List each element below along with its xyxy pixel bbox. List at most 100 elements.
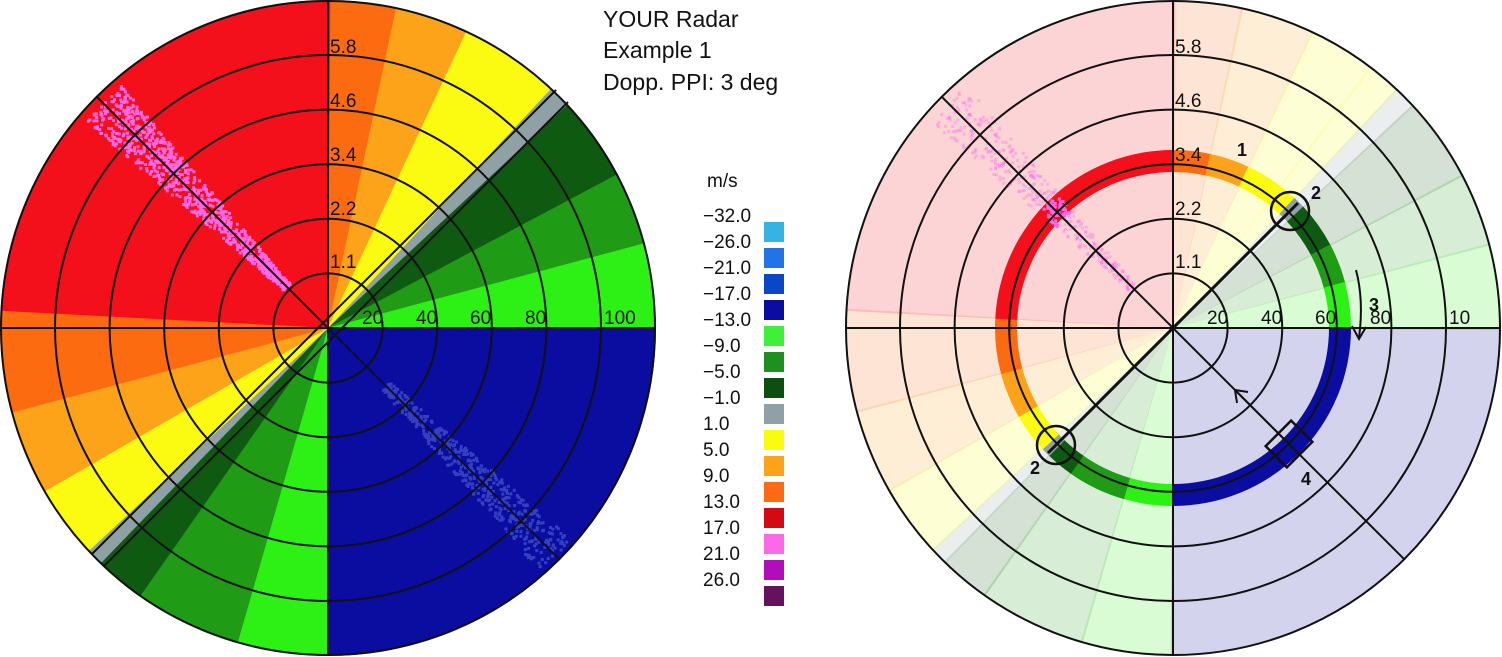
blue-speckle [486,493,490,496]
blue-speckle [392,402,396,406]
pink-speckle [128,148,132,152]
pink-speckle [263,259,267,263]
pink-speckle [132,129,136,133]
blue-speckle [445,442,449,446]
faded-pink-speckle [1001,148,1005,152]
left-range-rings [0,0,656,656]
faded-pink-speckle [987,121,991,125]
pink-speckle [118,147,122,151]
blue-speckle [472,477,476,480]
blue-speckle [488,503,492,507]
faded-pink-speckle [1054,191,1058,195]
annotation-1: 1 [1237,140,1247,160]
faded-pink-speckle [1110,262,1114,266]
pink-speckle [143,130,147,134]
blue-speckle [447,443,451,447]
blue-speckle [450,462,454,466]
faded-pink-speckle [967,113,971,117]
pink-speckle [194,211,198,215]
pink-speckle [140,129,144,133]
pink-speckle [136,116,140,120]
pink-speckle [165,189,169,193]
faded-pink-speckle [1091,235,1095,239]
right-sector-amber [851,328,1173,494]
pink-speckle [257,246,261,249]
pink-speckle [158,176,161,180]
pink-speckle [158,178,162,182]
pink-speckle [272,263,276,267]
blue-speckle [429,419,433,423]
faded-pink-speckle [969,130,973,134]
faded-pink-speckle [998,178,1002,182]
pink-speckle [100,105,104,109]
pink-speckle [183,196,187,200]
pink-speckle [268,273,272,277]
faded-pink-speckle [956,118,960,122]
blue-speckle [483,486,487,490]
pink-speckle [133,146,136,150]
blue-speckle [481,502,485,506]
blue-speckle [536,520,540,524]
faded-pink-speckle [1095,245,1099,249]
blue-speckle [464,474,468,478]
pink-speckle [174,180,178,184]
pink-speckle [151,128,154,132]
blue-speckle [534,508,538,512]
blue-speckle [517,500,521,504]
pink-speckle [127,146,131,150]
pink-speckle [136,145,140,149]
blue-speckle [537,561,541,565]
faded-pink-speckle [984,137,988,141]
pink-speckle [139,149,143,153]
pink-speckle [261,270,265,274]
pink-speckle [177,182,181,186]
pink-speckle [266,263,270,267]
pink-speckle [128,135,132,139]
pink-speckle [142,145,146,149]
pink-speckle [144,135,148,139]
ring-pink-speckle [1054,219,1058,223]
pink-speckle [223,210,227,214]
faded-pink-speckle [1007,169,1011,173]
pink-speckle [144,125,148,129]
pink-speckle [220,223,224,227]
circle-marker-lower [1035,424,1077,466]
pink-speckle [137,161,141,165]
pink-speckle [222,215,226,219]
faded-pink-speckle [967,99,971,103]
pink-speckle [164,158,168,162]
pink-speckle [111,100,115,104]
pink-speckle [167,153,171,157]
faded-pink-speckle [1103,251,1107,255]
blue-speckle [500,481,504,485]
faded-pink-speckle [1089,235,1092,239]
faded-pink-speckle [994,134,997,138]
faded-pink-speckle [1125,277,1129,281]
pink-speckle [153,145,157,149]
blue-speckle [404,413,408,416]
faded-pink-speckle [1047,189,1051,193]
faded-pink-speckle [953,111,957,115]
pink-speckle [215,221,219,225]
pink-speckle [177,176,181,179]
colorbar-label: 13.0 [703,492,740,513]
right-ppi-panel: 1.1 2.2 3.4 4.6 5.8 20 40 60 80 10 1 2 2… [845,0,1501,656]
blue-speckle [431,434,435,438]
faded-pink-speckle [1029,174,1033,177]
blue-speckle [498,513,502,517]
colorbar-swatch [764,430,784,450]
pink-speckle [186,172,190,176]
pink-speckle [207,194,211,198]
pink-speckle [198,201,202,204]
pink-speckle [215,211,218,214]
blue-speckle [461,474,465,478]
pink-speckle [278,273,282,277]
pink-speckle [216,207,220,210]
blue-speckle [510,532,513,535]
colorbar-label: 5.0 [703,440,729,461]
left-range-label-20: 20 [362,308,383,329]
colorbar-swatch [764,274,784,294]
faded-pink-speckle [1086,252,1090,256]
blue-speckle [555,525,559,529]
faded-pink-speckle [1084,230,1088,233]
